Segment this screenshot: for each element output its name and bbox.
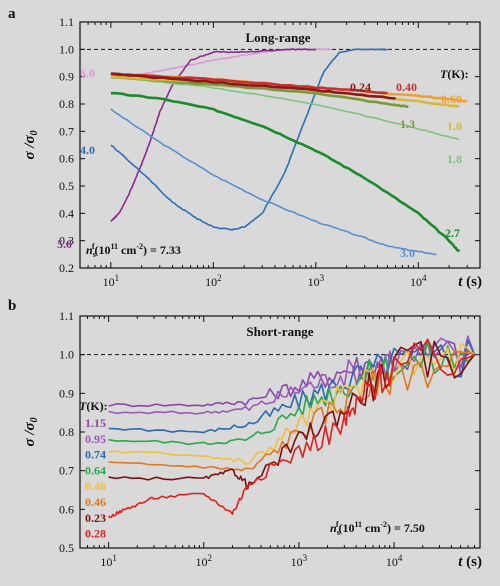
x-tick-label: 104 (386, 553, 403, 569)
series-label: 0.64 (85, 463, 106, 477)
series-label: 5.0 (57, 237, 72, 251)
series-label: 0.48 (85, 479, 106, 493)
series-line-1.8 (110, 75, 460, 141)
x-tick-label: 104 (410, 273, 427, 289)
series-label: 0.40 (396, 80, 417, 94)
legend-title: T(K): (79, 399, 108, 413)
y-tick-label: 0.2 (59, 261, 74, 275)
series-label: 0.28 (85, 527, 106, 541)
panel-letter: b (8, 298, 16, 314)
plot-frame (79, 315, 481, 549)
series-label: 6.0 (80, 66, 95, 80)
x-tick-label: 101 (103, 273, 120, 289)
series-line-0.48 (108, 342, 476, 465)
density-annotation: nsf(1011 cm-2) = 7.50 (330, 520, 425, 537)
x-tick-label: 102 (196, 553, 213, 569)
series-line-1.3 (110, 75, 409, 108)
chart-title: Short-range (246, 324, 313, 339)
x-tick-label: 102 (205, 273, 222, 289)
y-tick-label: 0.5 (59, 541, 74, 555)
series-label: 0.60 (441, 92, 462, 106)
y-tick-label: 0.6 (59, 152, 74, 166)
panel-letter: a (8, 6, 16, 22)
y-tick-label: 0.6 (59, 502, 74, 516)
y-tick-label: 0.4 (59, 206, 74, 220)
series-line-4.0 (110, 48, 388, 231)
y-axis-label: σ /σ0 (22, 417, 40, 446)
series-label: 1.8 (447, 152, 462, 166)
y-tick-label: 0.8 (59, 97, 74, 111)
series-line-2.7 (110, 91, 461, 253)
series-line-0.95 (108, 335, 476, 415)
series-line-0.24 (110, 72, 396, 100)
y-tick-label: 1.1 (59, 309, 74, 323)
panel-a: a Long-range 0.2 0.3 0.4 0.5 0.6 0.7 0.8 0.9 1.0 1.… (8, 6, 482, 290)
x-tick-label: 101 (100, 553, 117, 569)
x-tick-label: 103 (308, 273, 325, 289)
series-label: 0.23 (85, 511, 106, 525)
series-line-0.64 (108, 341, 476, 446)
y-tick-label: 0.3 (59, 234, 74, 248)
series-label: 0.95 (85, 432, 106, 446)
series-line-0.28 (108, 338, 475, 519)
x-axis-label: t (s) (458, 274, 482, 290)
y-tick-label: 1.1 (59, 15, 74, 29)
series-label: 4.0 (80, 143, 95, 157)
x-tick-label: 103 (291, 553, 308, 569)
y-tick-label: 1.0 (59, 348, 74, 362)
plot-frame (79, 21, 481, 269)
y-axis-label: σ /σ0 (22, 130, 40, 159)
series-label: 1.3 (400, 117, 415, 131)
y-tick-label: 0.9 (59, 386, 74, 400)
series-label: 3.0 (400, 246, 415, 260)
series-label: 0.74 (85, 448, 106, 462)
y-tick-label: 0.5 (59, 179, 74, 193)
y-tick-label: 0.7 (59, 124, 74, 138)
series-label: 2.7 (445, 226, 460, 240)
series-label: 1.15 (85, 416, 106, 430)
y-tick-label: 1.0 (59, 42, 74, 56)
series-line-6.0 (110, 48, 332, 78)
series-label: 1.0 (447, 119, 462, 133)
series-line-3.0 (110, 108, 437, 256)
x-axis-label: t (s) (458, 554, 482, 570)
series-line-0.23 (108, 340, 476, 490)
series-label: 0.24 (350, 80, 371, 94)
chart-title: Long-range (246, 30, 311, 45)
series-line-1.15 (108, 340, 475, 408)
density-annotation: nsf(1011 cm-2) = 7.33 (86, 242, 181, 259)
y-tick-label: 0.8 (59, 425, 74, 439)
y-tick-label: 0.7 (59, 464, 74, 478)
y-tick-label: 0.9 (59, 70, 74, 84)
legend-title: T(K): (440, 67, 469, 81)
series-label: 0.46 (85, 495, 106, 509)
panel-b: b Short-range 0.5 0.6 0.7 0.8 0.9 1.0 1.1 101 102 1… (8, 298, 482, 570)
